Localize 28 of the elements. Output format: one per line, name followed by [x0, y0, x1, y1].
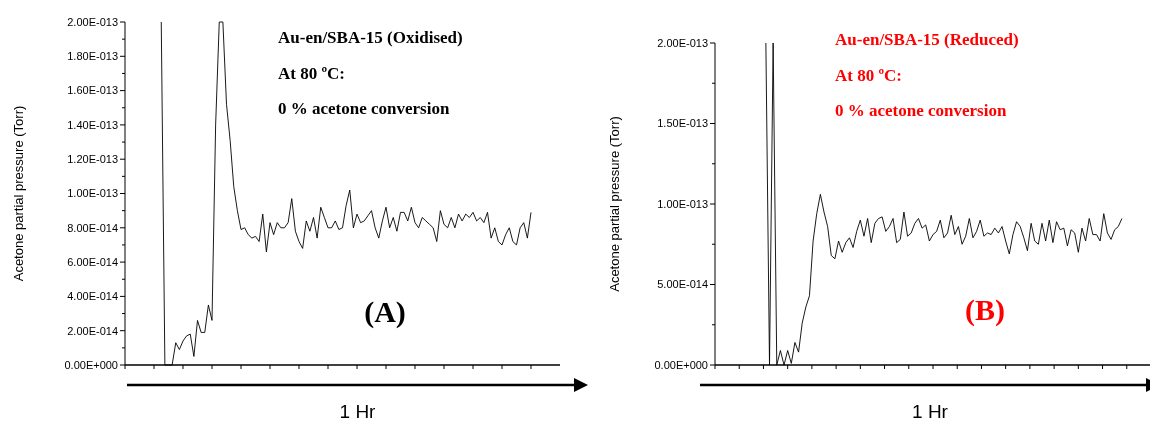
y-tick-label: 0.00E+000 [654, 358, 708, 371]
y-tick-label: 1.00E-013 [657, 197, 708, 210]
annotation: (B) [965, 293, 1005, 327]
x-axis-title: 1 Hr [339, 401, 377, 422]
y-tick-label: 1.40E-013 [67, 118, 118, 131]
y-axis-title: Acetone partial pressure (Torr) [606, 116, 622, 292]
annotation: 0 % acetone conversion [835, 100, 1007, 120]
y-tick-label: 5.00E-014 [657, 278, 708, 291]
y-tick-label: 0.00E+000 [64, 358, 118, 371]
y-tick-label: 4.00E-014 [67, 290, 118, 303]
y-tick-label: 1.60E-013 [67, 84, 118, 97]
annotation: 0 % acetone conversion [278, 98, 450, 118]
annotation: At 80 ºC: [278, 63, 345, 83]
x-axis-title: 1 Hr [912, 401, 949, 422]
y-tick-label: 2.00E-013 [657, 36, 708, 49]
annotation: (A) [364, 295, 406, 329]
y-tick-label: 1.20E-013 [67, 153, 118, 166]
y-tick-label: 1.50E-013 [657, 117, 708, 130]
y-tick-label: 8.00E-014 [67, 221, 118, 234]
y-axis-title: Acetone partial pressure (Torr) [10, 105, 26, 282]
annotation: Au-en/SBA-15 (Oxidised) [278, 27, 463, 47]
annotation: Au-en/SBA-15 (Reduced) [835, 29, 1019, 49]
annotation: At 80 ºC: [835, 65, 902, 85]
y-tick-label: 1.00E-013 [67, 187, 118, 200]
y-tick-label: 6.00E-014 [67, 255, 118, 268]
y-tick-label: 1.80E-013 [67, 50, 118, 63]
y-tick-label: 2.00E-013 [67, 15, 118, 28]
y-tick-label: 2.00E-014 [67, 324, 118, 337]
